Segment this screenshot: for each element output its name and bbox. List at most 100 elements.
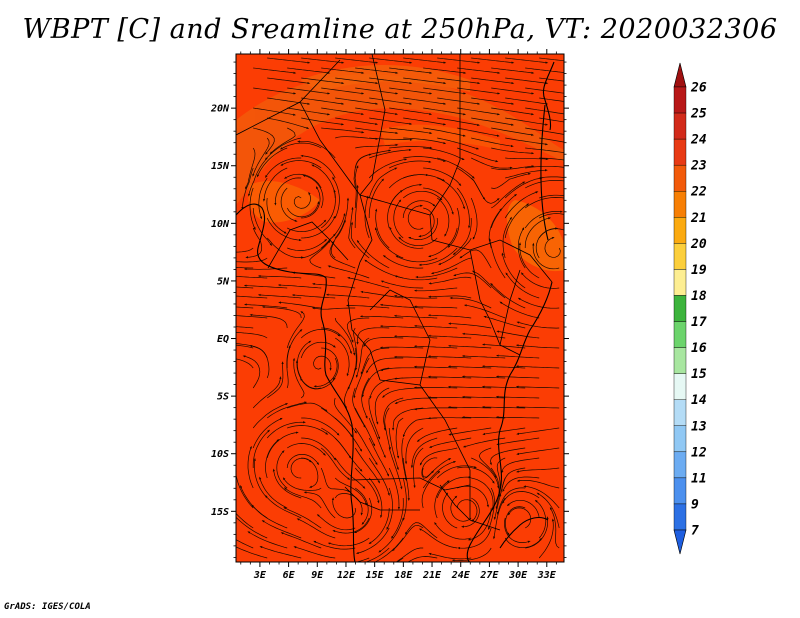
streamline [501,457,540,474]
colorbar-label: 16 [691,341,707,356]
streamline [354,427,378,466]
streamline [316,514,356,531]
streamline [335,57,379,64]
streamline [353,497,373,534]
streamline [461,497,480,528]
streamline [354,447,381,484]
streamline [320,189,336,229]
streamline [383,397,404,431]
streamline [287,219,327,232]
streamline [243,267,288,271]
streamline [247,445,254,489]
lat-label: 5S [217,392,229,403]
streamline [423,187,454,215]
streamline [266,401,308,419]
streamline [423,147,465,160]
chart-title: WBPT [C] and Sreamline at 250hPa, VT: 20… [22,14,778,45]
streamline [523,485,560,509]
streamline [368,167,398,199]
colorbar-swatch [673,138,687,166]
streamline [321,107,365,116]
streamline [335,117,379,126]
streamline [334,477,367,506]
streamline [236,247,254,253]
streamline [266,361,284,399]
streamline [437,177,465,210]
colorbar-swatch [673,86,687,114]
streamline [471,57,515,64]
streamline [300,329,341,339]
lat-label: 15S [211,507,229,518]
streamline [413,365,458,369]
lon-label: 18E [394,570,413,581]
streamline [451,547,492,562]
streamline [287,107,331,116]
streamline [490,282,526,309]
streamline [525,127,564,135]
streamline [403,77,447,85]
colorbar-label: 25 [690,107,707,122]
streamline [368,417,386,459]
streamline [249,345,270,379]
streamline [423,67,467,74]
streamline [286,454,320,469]
streamline [286,201,320,218]
lon-label: 24E [451,570,471,581]
streamline [368,158,408,179]
streamline [364,195,370,239]
warm-band-shading [236,64,564,272]
streamline [257,293,302,299]
streamline [516,321,560,329]
streamline [505,169,548,179]
streamline [382,255,424,269]
streamline [495,416,540,419]
streamline [301,186,321,219]
streamline [398,236,438,247]
streamline [330,219,346,259]
streamline [447,365,492,369]
streamline [380,367,424,372]
streamline [491,107,535,116]
streamline [266,197,287,234]
streamline [283,507,322,529]
streamline [353,327,358,371]
streamline [495,354,540,359]
colorbar-swatch [673,269,687,296]
lon-label: 3E [253,570,267,581]
streamline [430,257,472,275]
streamline [491,67,535,74]
streamline [266,217,302,242]
streamline [387,189,403,229]
coastlines-and-borders [236,61,555,562]
streamline [332,517,370,534]
streamline [515,385,560,389]
streamline [287,87,331,95]
streamline [447,344,492,349]
streamline [236,267,254,269]
streamline [505,97,549,105]
streamline [296,340,312,379]
streamline [491,147,535,155]
streamline [334,437,363,472]
streamline [274,177,302,206]
streamline [236,286,254,289]
streamline [506,499,540,519]
streamline [505,137,549,146]
streamline [334,317,356,356]
streamline [245,147,256,190]
colorbar-label: 22 [690,185,707,200]
streamline [504,203,530,239]
streamline [538,518,555,559]
streamline [369,148,412,159]
lon-label: 33E [537,570,557,581]
streamline [393,199,404,239]
streamline [413,345,458,349]
streamline [236,358,254,369]
streamline [320,212,346,249]
streamline [353,153,372,189]
lat-label: EQ [217,334,229,345]
streamline [321,347,339,381]
streamline [524,217,552,249]
streamline [502,491,540,504]
streamline [418,247,458,266]
